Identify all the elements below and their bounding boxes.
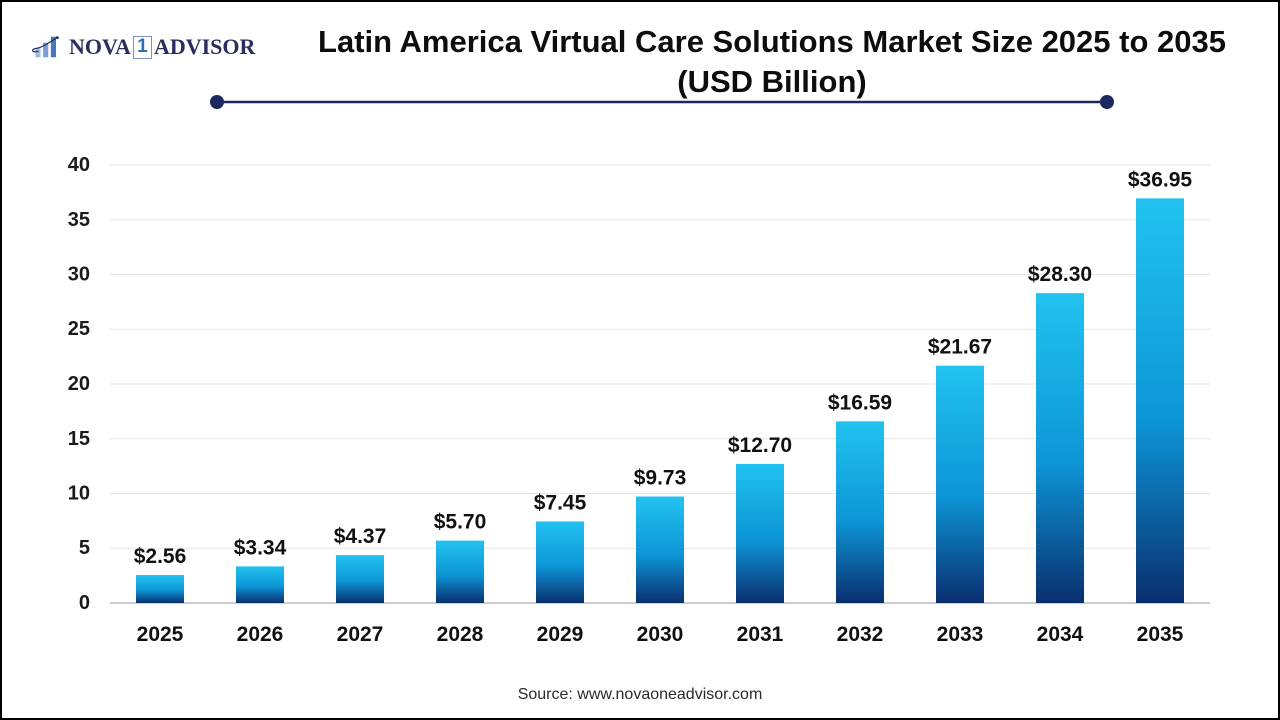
svg-text:2025: 2025 [137, 623, 184, 646]
svg-text:$3.34: $3.34 [234, 536, 287, 559]
svg-text:40: 40 [68, 154, 90, 176]
svg-text:2030: 2030 [637, 623, 684, 646]
svg-text:30: 30 [68, 264, 90, 286]
svg-text:$12.70: $12.70 [728, 434, 792, 457]
svg-text:2034: 2034 [1037, 623, 1084, 646]
svg-text:$4.37: $4.37 [334, 525, 387, 548]
svg-text:2033: 2033 [937, 623, 984, 646]
svg-text:5: 5 [79, 537, 90, 559]
svg-text:2026: 2026 [237, 623, 284, 646]
svg-text:10: 10 [68, 483, 90, 505]
svg-text:2027: 2027 [337, 623, 384, 646]
svg-text:$2.56: $2.56 [134, 545, 187, 568]
svg-text:$9.73: $9.73 [634, 467, 687, 490]
svg-text:20: 20 [68, 373, 90, 395]
svg-text:$21.67: $21.67 [928, 336, 992, 359]
svg-text:25: 25 [68, 318, 90, 340]
svg-text:2031: 2031 [737, 623, 784, 646]
svg-text:$36.95: $36.95 [1128, 168, 1193, 191]
svg-text:0: 0 [79, 592, 90, 614]
svg-text:2029: 2029 [537, 623, 584, 646]
svg-text:2028: 2028 [437, 623, 484, 646]
svg-text:15: 15 [68, 428, 90, 450]
svg-text:35: 35 [68, 209, 90, 231]
svg-text:$16.59: $16.59 [828, 391, 892, 414]
svg-text:2032: 2032 [837, 623, 884, 646]
svg-text:2035: 2035 [1137, 623, 1184, 646]
svg-text:$5.70: $5.70 [434, 511, 487, 534]
svg-text:$28.30: $28.30 [1028, 263, 1092, 286]
svg-text:$7.45: $7.45 [534, 491, 587, 514]
